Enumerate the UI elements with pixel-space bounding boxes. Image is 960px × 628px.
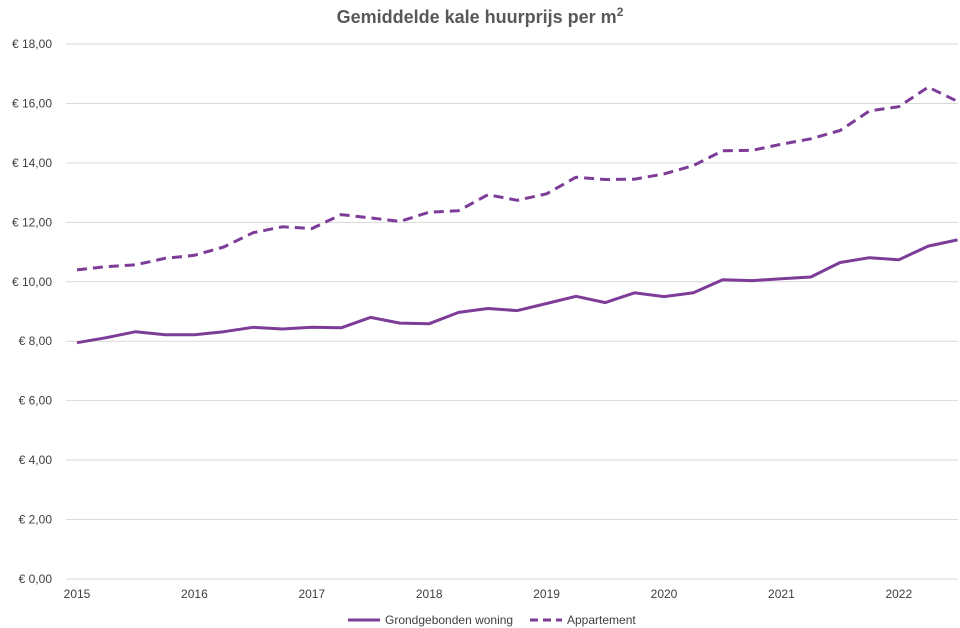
x-tick-label: 2021: [768, 587, 795, 601]
series-line-appartement: [76, 85, 959, 272]
chart-title-text: Gemiddelde kale huurprijs per m: [337, 7, 617, 27]
y-tick-label: € 4,00: [19, 453, 53, 467]
y-tick-label: € 14,00: [12, 156, 52, 170]
chart-title: Gemiddelde kale huurprijs per m2: [337, 5, 624, 27]
x-tick-label: 2019: [533, 587, 560, 601]
x-tick-label: 2016: [181, 587, 208, 601]
legend-label: Appartement: [567, 613, 636, 627]
y-tick-label: € 6,00: [19, 394, 53, 408]
y-tick-label: € 16,00: [12, 96, 52, 110]
y-tick-label: € 0,00: [19, 572, 53, 586]
y-tick-label: € 2,00: [19, 513, 53, 527]
series-lines: [76, 85, 959, 345]
x-tick-label: 2020: [651, 587, 678, 601]
legend: Grondgebonden woning Appartement: [348, 613, 636, 627]
y-tick-label: € 8,00: [19, 334, 53, 348]
gridlines: [66, 43, 958, 580]
x-tick-label: 2018: [416, 587, 443, 601]
series-line-grondgebonden-woning: [76, 238, 958, 345]
legend-label: Grondgebonden woning: [385, 613, 513, 627]
x-tick-label: 2015: [64, 587, 91, 601]
x-tick-label: 2017: [298, 587, 325, 601]
chart-title-superscript: 2: [617, 5, 624, 19]
y-tick-label: € 10,00: [12, 275, 52, 289]
y-tick-label: € 12,00: [12, 215, 52, 229]
x-axis-tick-labels: 2015 2016 2017 2018 2019 2020 2021 2022: [64, 587, 913, 601]
y-axis-tick-labels: € 0,00 € 2,00 € 4,00 € 6,00 € 8,00 € 10,00 € 1…: [12, 37, 52, 586]
x-tick-label: 2022: [885, 587, 912, 601]
y-tick-label: € 18,00: [12, 37, 52, 51]
